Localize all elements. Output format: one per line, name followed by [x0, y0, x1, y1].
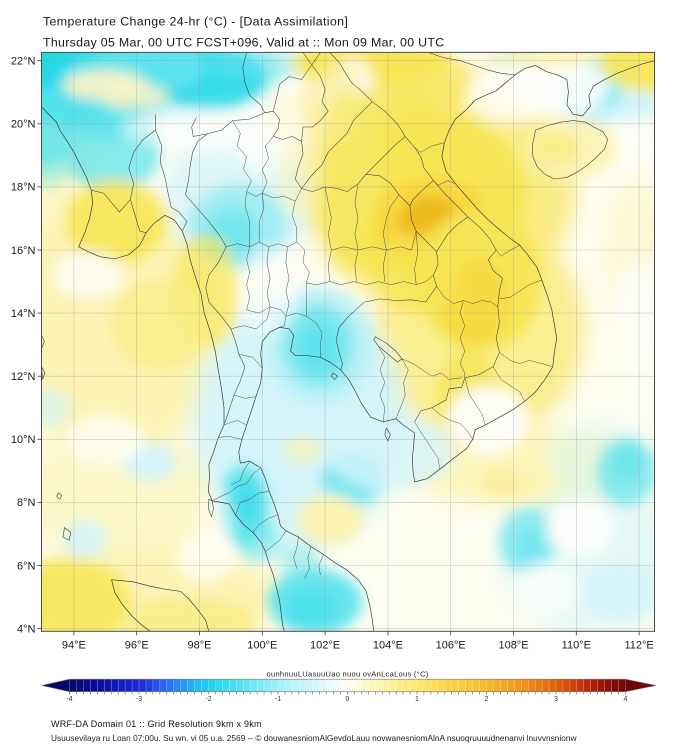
svg-text:98°E: 98°E	[188, 639, 212, 651]
svg-text:6°N: 6°N	[17, 560, 36, 572]
svg-text:0: 0	[346, 696, 350, 703]
svg-text:4°N: 4°N	[17, 623, 36, 635]
svg-text:106°E: 106°E	[436, 639, 466, 651]
svg-text:WRF-DA Domain 01 :: Grid Resol: WRF-DA Domain 01 :: Grid Resolution 9km …	[51, 719, 262, 729]
svg-text:14°N: 14°N	[11, 308, 36, 320]
svg-text:-2: -2	[205, 696, 211, 703]
svg-text:12°N: 12°N	[11, 371, 36, 383]
svg-text:100°E: 100°E	[247, 639, 277, 651]
svg-text:-4: -4	[66, 696, 72, 703]
svg-text:3: 3	[554, 696, 558, 703]
svg-text:16°N: 16°N	[11, 245, 36, 257]
svg-text:112°E: 112°E	[624, 639, 653, 651]
svg-text:Usuusevilaya ru Loan 07:00u. S: Usuusevilaya ru Loan 07:00u. Su wn. vi 0…	[51, 733, 577, 743]
svg-text:102°E: 102°E	[310, 639, 340, 651]
svg-text:96°E: 96°E	[125, 639, 149, 651]
svg-text:ounhnuuLUasuuUao nuou ovAnLcaL: ounhnuuLUasuuUao nuou ovAnLcaLous (°C)	[267, 670, 429, 679]
svg-text:-3: -3	[136, 696, 142, 703]
svg-text:-1: -1	[275, 696, 281, 703]
svg-text:22°N: 22°N	[11, 56, 36, 68]
svg-text:18°N: 18°N	[11, 182, 36, 194]
svg-text:Temperature Change 24-hr (°C): Temperature Change 24-hr (°C) - [Data As…	[43, 15, 348, 29]
svg-text:2: 2	[485, 696, 489, 703]
svg-text:20°N: 20°N	[11, 119, 36, 131]
svg-text:94°E: 94°E	[62, 639, 86, 651]
svg-text:1: 1	[415, 696, 419, 703]
svg-text:4: 4	[624, 696, 628, 703]
svg-text:10°N: 10°N	[11, 434, 36, 446]
svg-text:110°E: 110°E	[562, 639, 591, 651]
svg-text:108°E: 108°E	[498, 639, 528, 651]
svg-text:8°N: 8°N	[17, 497, 36, 509]
svg-text:Thursday 05 Mar, 00 UTC FCST+0: Thursday 05 Mar, 00 UTC FCST+096, Valid …	[43, 36, 445, 50]
svg-text:104°E: 104°E	[373, 639, 403, 651]
